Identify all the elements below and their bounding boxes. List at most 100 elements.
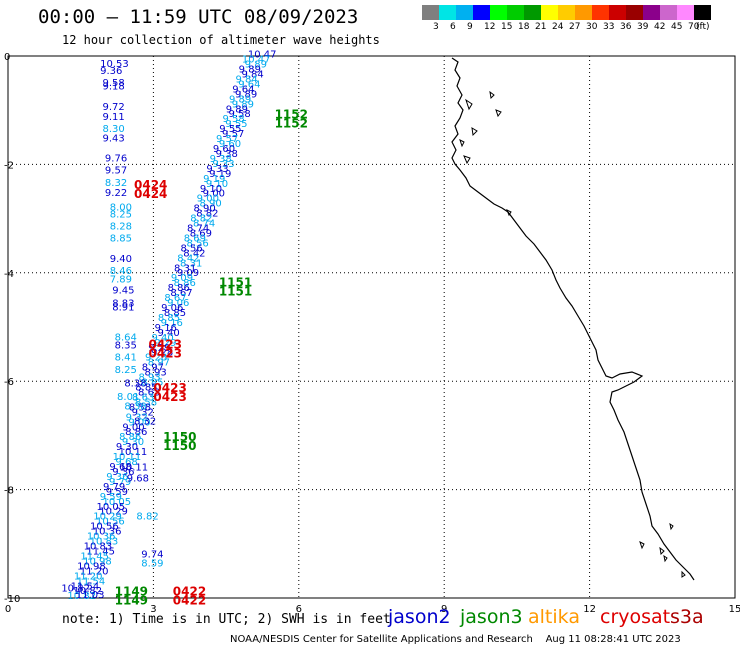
track-value: 9.57 — [216, 134, 238, 145]
wave-value: 8.82 — [136, 511, 158, 522]
track-value: 10.36 — [93, 527, 122, 538]
wave-value: 11.03 — [76, 590, 105, 601]
track-id-label: 1152 — [275, 116, 308, 130]
track-value: 9.28 — [145, 353, 167, 364]
track-value: 9.10 — [200, 184, 222, 195]
track-value: 8.85 — [135, 383, 157, 394]
track-value: 9.64 — [232, 84, 254, 95]
track-value: 10.36 — [87, 532, 116, 543]
track-value: 9.60 — [219, 139, 241, 150]
wave-value: 9.72 — [103, 102, 125, 113]
color-swatch — [473, 5, 490, 20]
track-value: 8.58 — [135, 397, 157, 408]
legend-jason3: jason3 — [460, 606, 523, 628]
track-value: 9.28 — [151, 348, 173, 359]
track-id-label: 1151 — [219, 275, 252, 289]
track-value: 8.74 — [193, 219, 215, 230]
x-tick-label: 9 — [441, 604, 447, 615]
wave-value: 9.68 — [127, 473, 149, 484]
track-value: 8.63 — [138, 387, 160, 398]
track-value: 8.97 — [142, 363, 164, 374]
track-id-label: 0422 — [173, 584, 206, 598]
track-value: 9.40 — [151, 333, 173, 344]
wave-value: 9.36 — [100, 66, 122, 77]
track-value: 8.97 — [148, 358, 170, 369]
track-value: 11.20 — [80, 566, 109, 577]
wave-value: 10.82 — [61, 583, 90, 594]
wave-value: 8.28 — [110, 221, 132, 232]
wave-value: 9.58 — [103, 78, 125, 89]
y-tick-label: -4 — [4, 269, 14, 280]
y-tick-label: -6 — [4, 377, 14, 388]
wave-value: 8.83 — [112, 298, 134, 309]
color-scale-label: 24 — [552, 22, 564, 32]
track-value: 9.36 — [106, 472, 128, 483]
track-value: 10.98 — [83, 556, 112, 567]
map-frame — [7, 55, 736, 599]
color-swatch — [490, 5, 507, 20]
track-value: 10.82 — [67, 591, 96, 602]
track-value: 9.00 — [128, 417, 150, 428]
grid-lines — [7, 55, 736, 599]
color-swatch — [694, 5, 711, 20]
legend-jason2: jason2 — [388, 606, 451, 628]
color-swatch — [643, 5, 660, 20]
track-id-label: 0422 — [173, 593, 206, 607]
color-scale-label: 3 — [433, 22, 439, 32]
track-value: 9.00 — [197, 194, 219, 205]
color-scale-label: 21 — [535, 22, 547, 32]
track-value: 9.89 — [229, 94, 251, 105]
color-swatch — [541, 5, 558, 20]
track-value: 9.29 — [148, 343, 170, 354]
wave-value: 8.41 — [115, 353, 137, 364]
wave-value: 10.53 — [100, 59, 129, 70]
x-tick-label: 0 — [5, 604, 11, 615]
wave-height-labels: 10.539.369.589.189.729.118.309.439.769.5… — [61, 59, 308, 607]
axis-ticks: 0 3 6 9 12 15 0 -2 -4 -6 -8 -10 — [4, 52, 740, 615]
track-value: 9.10 — [206, 179, 228, 190]
wave-value: 9.45 — [112, 285, 134, 296]
wave-value: 8.38 — [124, 379, 146, 390]
track-value: 9.55 — [225, 119, 247, 130]
color-scale-label: 15 — [501, 22, 513, 32]
satellite-track: 10.4710.479.899.899.849.849.649.649.899.… — [67, 50, 276, 603]
track-value: 9.89 — [226, 104, 248, 115]
color-swatch — [507, 5, 524, 20]
track-value: 10.05 — [103, 497, 132, 508]
track-value: 8.56 — [187, 238, 209, 249]
color-swatch — [575, 5, 592, 20]
track-value: 9.19 — [209, 169, 231, 180]
color-swatch — [439, 5, 456, 20]
track-value: 8.86 — [125, 427, 147, 438]
track-value: 9.55 — [219, 124, 241, 135]
track-value: 10.83 — [90, 537, 119, 548]
track-id-label: 1149 — [115, 584, 148, 598]
page-subtitle: 12 hour collection of altimeter wave hei… — [62, 33, 380, 47]
wave-value: 8.32 — [134, 417, 156, 428]
track-value: 8.67 — [170, 288, 192, 299]
track-value: 9.89 — [239, 65, 261, 76]
track-value: 9.58 — [229, 109, 251, 120]
wave-value: 9.11 — [103, 112, 125, 123]
wave-value: 9.18 — [103, 82, 125, 93]
color-scale-label: 42 — [654, 22, 666, 32]
wave-value: 8.30 — [103, 124, 125, 135]
track-value: 11.20 — [74, 571, 103, 582]
track-value: 9.68 — [115, 457, 137, 468]
y-tick-label: -2 — [4, 160, 14, 171]
track-value: 8.82 — [190, 214, 212, 225]
page-title: 00:00 – 11:59 UTC 08/09/2023 — [38, 6, 359, 28]
wave-value: 8.25 — [115, 365, 137, 376]
track-value: 9.09 — [177, 268, 199, 279]
credit-text: NOAA/NESDIS Center for Satellite Applica… — [230, 634, 681, 645]
wave-value: 8.38 — [124, 401, 146, 412]
wave-value: 8.35 — [115, 341, 137, 352]
track-value: 9.30 — [116, 442, 138, 453]
track-value: 10.56 — [90, 522, 119, 533]
track-value: 9.58 — [223, 114, 245, 125]
x-tick-label: 3 — [150, 604, 156, 615]
y-tick-label: -10 — [4, 594, 20, 605]
track-value: 9.33 — [206, 164, 228, 175]
